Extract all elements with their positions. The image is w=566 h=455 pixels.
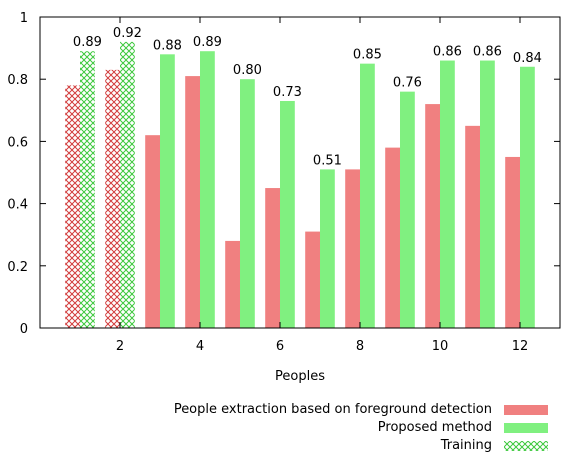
bar-foreground-7 (305, 231, 320, 328)
bar-foreground-9 (385, 147, 400, 328)
data-label-12: 0.84 (513, 51, 542, 66)
bar-proposed-1 (80, 51, 95, 329)
bar-foreground-4 (185, 76, 200, 328)
data-label-5: 0.80 (233, 63, 262, 78)
bar-proposed-2 (120, 41, 135, 328)
bar-proposed-4 (200, 51, 215, 329)
y-tick-label: 0.6 (7, 135, 28, 150)
bar-proposed-8 (360, 63, 375, 329)
x-tick-label: 2 (116, 339, 124, 354)
data-label-4: 0.89 (193, 35, 222, 50)
data-label-1: 0.89 (73, 35, 102, 50)
bar-foreground-1 (65, 85, 80, 328)
data-label-8: 0.85 (353, 48, 382, 63)
data-label-2: 0.92 (113, 26, 142, 41)
bar-foreground-2 (105, 69, 120, 329)
x-tick-label: 10 (432, 339, 449, 354)
y-tick-label: 0 (20, 322, 28, 337)
x-tick-label: 6 (276, 339, 284, 354)
bar-foreground-6 (265, 188, 280, 328)
bar-proposed-6 (280, 100, 295, 328)
data-label-11: 0.86 (473, 45, 502, 60)
bars-layer (65, 41, 535, 329)
x-axis-label: Peoples (275, 369, 325, 384)
bar-foreground-5 (225, 240, 240, 328)
y-tick-label: 0.2 (7, 260, 28, 275)
bar-foreground-3 (145, 135, 160, 328)
bar-proposed-10 (440, 60, 455, 328)
x-tick-label: 4 (196, 339, 204, 354)
bar-proposed-7 (320, 169, 335, 328)
bar-foreground-10 (425, 104, 440, 328)
data-label-9: 0.76 (393, 76, 422, 91)
bar-proposed-5 (240, 79, 255, 328)
y-tick-label: 0.8 (7, 73, 28, 88)
bar-proposed-12 (520, 66, 535, 328)
data-label-7: 0.51 (313, 153, 342, 168)
data-labels-layer: 0.89 0.92 0.88 0.89 0.80 0.73 0.51 0.85 0.76 0.86… (73, 26, 542, 169)
data-label-10: 0.86 (433, 45, 462, 60)
y-tick-label: 1 (20, 11, 28, 26)
x-tick-label: 12 (512, 339, 529, 354)
x-tick-label: 8 (356, 339, 364, 354)
bar-proposed-11 (480, 60, 495, 328)
bar-proposed-3 (160, 54, 175, 328)
bar-foreground-12 (505, 156, 520, 328)
data-label-6: 0.73 (273, 85, 302, 100)
axes-layer: 00.20.40.60.812 4 6 8 10 12 (7, 11, 561, 354)
data-label-3: 0.88 (153, 38, 182, 53)
bar-foreground-11 (465, 125, 480, 328)
y-tick-label: 0.4 (7, 198, 28, 213)
plot-frame (39, 16, 561, 329)
bar-foreground-8 (345, 169, 360, 328)
bar-proposed-9 (400, 91, 415, 328)
